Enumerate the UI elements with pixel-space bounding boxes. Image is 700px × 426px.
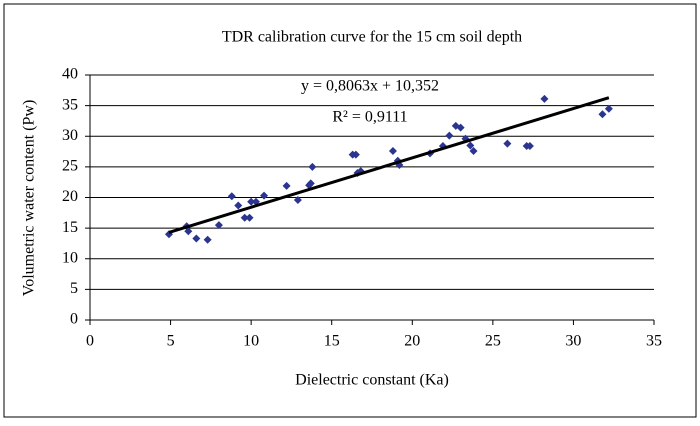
- x-tick-label: 5: [167, 333, 175, 350]
- y-tick-label: 0: [70, 311, 78, 328]
- point: [540, 94, 549, 103]
- point: [469, 146, 478, 155]
- y-tick-label: 5: [70, 280, 78, 297]
- chart-border: [3, 3, 697, 418]
- point: [260, 191, 269, 200]
- x-tick-label: 15: [324, 333, 340, 350]
- point: [456, 123, 465, 132]
- y-tick-label: 25: [62, 158, 78, 175]
- point: [604, 104, 613, 113]
- annotation: y = 0,8063x + 10,352: [301, 78, 439, 95]
- point: [293, 195, 302, 204]
- point: [192, 234, 201, 243]
- point: [184, 227, 193, 236]
- point: [203, 235, 212, 244]
- point: [598, 110, 607, 119]
- annotation: R² = 0,9111: [332, 109, 407, 126]
- point: [351, 150, 360, 159]
- y-tick-label: 40: [62, 66, 78, 83]
- point: [503, 139, 512, 148]
- point: [306, 179, 315, 188]
- point: [525, 142, 534, 151]
- x-tick-label: 30: [565, 333, 581, 350]
- point: [214, 221, 223, 230]
- x-tick-label: 10: [243, 333, 259, 350]
- point: [234, 201, 243, 210]
- y-tick-label: 10: [62, 249, 78, 266]
- x-tick-label: 25: [485, 333, 501, 350]
- point: [227, 192, 236, 201]
- point: [466, 141, 475, 150]
- x-axis-label: Dielectric constant (Ka): [295, 372, 449, 389]
- point: [388, 146, 397, 155]
- chart-title: TDR calibration curve for the 15 cm soil…: [222, 29, 522, 46]
- point: [282, 181, 291, 190]
- y-tick-label: 35: [62, 96, 78, 113]
- y-tick-label: 30: [62, 127, 78, 144]
- point: [308, 162, 317, 171]
- point: [445, 131, 454, 140]
- trendline: [168, 96, 610, 234]
- y-tick-label: 20: [62, 188, 78, 205]
- y-tick-label: 15: [62, 219, 78, 236]
- point: [247, 197, 256, 206]
- y-axis-label: Volumetric water content (Pw): [21, 100, 38, 297]
- point: [245, 213, 254, 222]
- point: [240, 213, 249, 222]
- x-tick-label: 20: [404, 333, 420, 350]
- x-tick-label: 0: [86, 333, 94, 350]
- x-tick-label: 35: [646, 333, 662, 350]
